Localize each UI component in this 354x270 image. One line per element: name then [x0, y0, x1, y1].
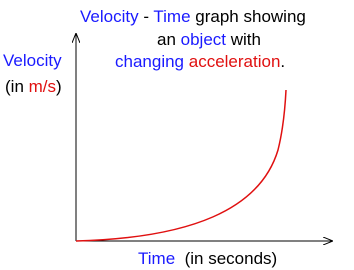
title-word: .: [280, 52, 285, 71]
title-word: Time: [153, 7, 190, 26]
label-word: m/s: [29, 77, 56, 96]
title-word: Velocity: [80, 7, 139, 26]
velocity-curve: [75, 89, 287, 242]
title-word: changing: [115, 52, 184, 71]
title-line-1: Velocity - Time graph showing: [80, 7, 306, 26]
title-word: acceleration: [184, 52, 280, 71]
label-word: ): [56, 77, 62, 96]
title-line-2: an object with: [157, 30, 261, 49]
label-word: Time: [138, 249, 175, 268]
title-word: with: [226, 30, 261, 49]
label-word: (in seconds): [175, 249, 277, 268]
x-axis-label: Time (in seconds): [138, 249, 277, 268]
title-line-3: changing acceleration.: [115, 52, 285, 71]
y-axis-unit: (in m/s): [5, 77, 62, 96]
label-word: (in: [5, 77, 29, 96]
title-word: -: [139, 7, 154, 26]
title-word: object: [181, 30, 227, 49]
title-word: graph showing: [191, 7, 306, 26]
title-word: an: [157, 30, 181, 49]
y-axis-label: Velocity: [3, 51, 62, 70]
